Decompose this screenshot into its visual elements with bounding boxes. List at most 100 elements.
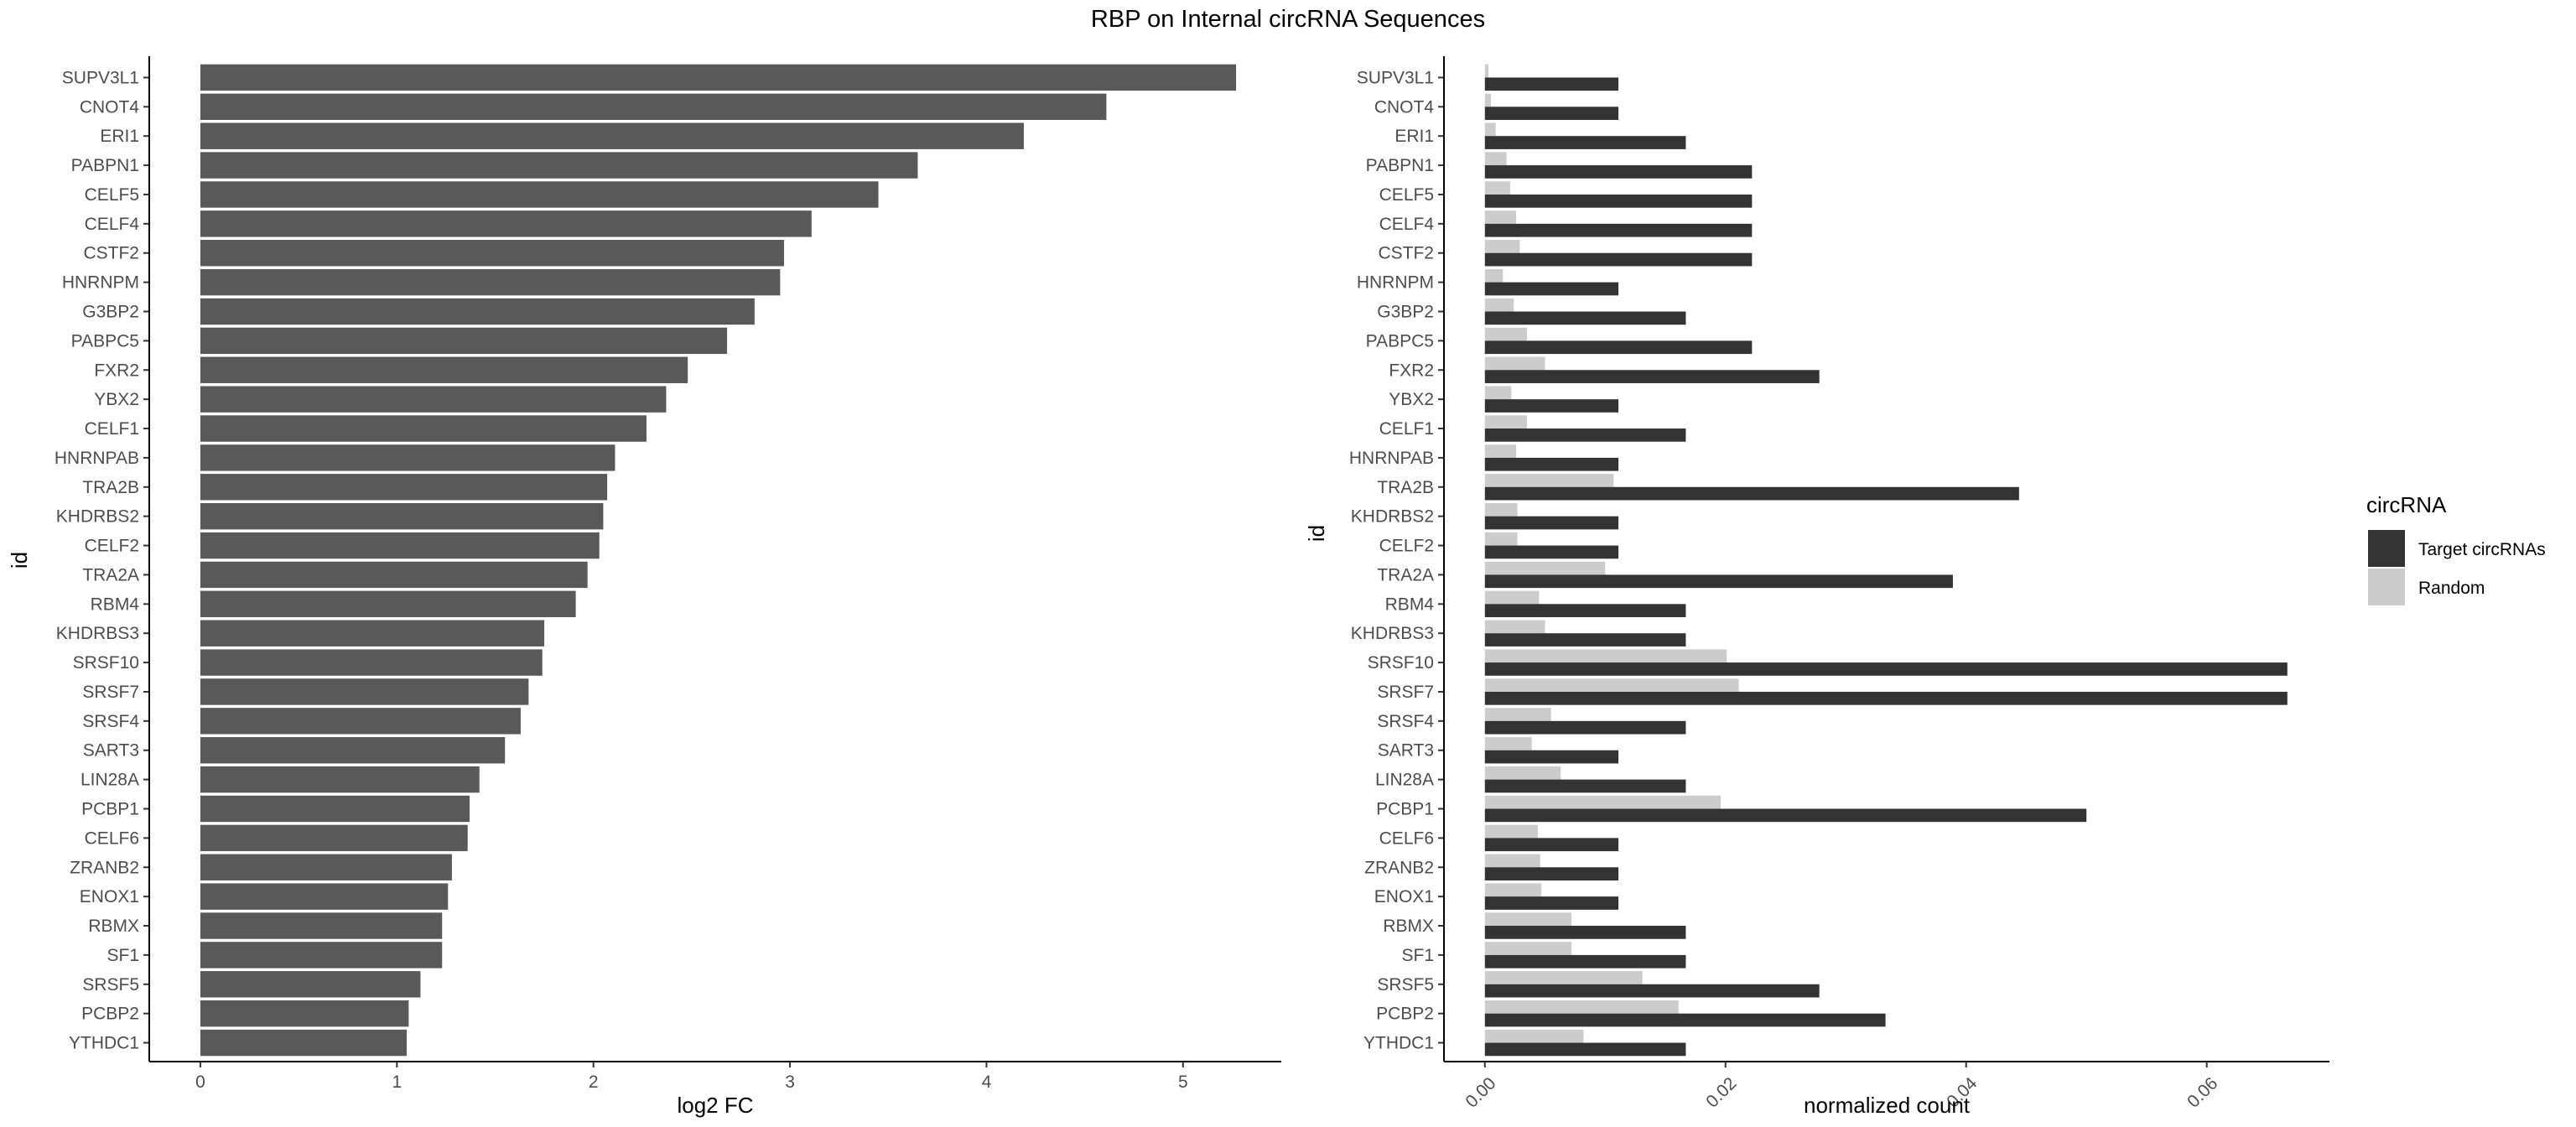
- bar: [200, 561, 588, 589]
- y-tick-label: SRSF4: [1377, 712, 1434, 731]
- y-tick-label: LIN28A: [1375, 771, 1434, 790]
- y-tick-label: PCBP1: [1376, 800, 1434, 819]
- y-tick-label: G3BP2: [1377, 303, 1434, 322]
- x-tick-label: 0.02: [1702, 1073, 1740, 1111]
- x-tick-label: 5: [1178, 1072, 1188, 1092]
- y-tick-label: CELF6: [1379, 828, 1434, 848]
- bar-random: [1484, 590, 1540, 605]
- x-tick-label: 3: [785, 1072, 795, 1092]
- y-tick-label: YBX2: [94, 390, 139, 409]
- y-tick-label: KHDRBS2: [1351, 507, 1434, 527]
- bar: [200, 708, 521, 735]
- y-tick-label: CNOT4: [80, 97, 139, 117]
- bar: [200, 444, 615, 471]
- y-tick-label: ENOX1: [80, 887, 139, 906]
- y-tick-label: TRA2B: [82, 478, 139, 497]
- y-tick-label: SRSF4: [82, 712, 139, 731]
- y-tick-label: G3BP2: [82, 303, 139, 322]
- bar-random: [1484, 502, 1518, 517]
- y-tick-label: PABPC5: [71, 331, 139, 351]
- bar: [200, 93, 1107, 121]
- bar-target: [1484, 428, 1686, 442]
- bar-target: [1484, 165, 1753, 179]
- bar-target: [1484, 545, 1619, 559]
- y-tick-label: SRSF5: [82, 975, 139, 995]
- y-tick-label: CSTF2: [1378, 244, 1434, 263]
- y-tick-label: CELF2: [1379, 537, 1434, 556]
- x-tick-label: 0: [195, 1072, 205, 1092]
- bar: [200, 854, 452, 880]
- bar-target: [1484, 750, 1619, 764]
- bar-random: [1484, 474, 1614, 487]
- bar-target: [1484, 136, 1686, 149]
- x-tick-label: 0.06: [2184, 1073, 2221, 1111]
- legend-label-target: Target circRNAs: [2418, 540, 2546, 559]
- bar: [200, 502, 604, 530]
- legend: circRNA Target circRNAs Random: [2366, 492, 2546, 605]
- bar-random: [1484, 942, 1572, 955]
- y-tick-label: SART3: [1378, 741, 1434, 761]
- y-tick-label: SUPV3L1: [1357, 68, 1434, 87]
- bar-target: [1484, 1013, 1886, 1027]
- y-tick-label: HNRNPM: [1357, 273, 1434, 293]
- bar: [200, 122, 1024, 149]
- bar-random: [1484, 356, 1545, 371]
- y-tick-label: ERI1: [1394, 127, 1434, 146]
- bar-random: [1484, 386, 1512, 400]
- bar-random: [1484, 883, 1542, 897]
- y-tick-label: SRSF10: [1368, 653, 1434, 673]
- legend-label-random: Random: [2418, 579, 2485, 598]
- bar-target: [1484, 984, 1820, 998]
- y-tick-label: YBX2: [1389, 390, 1434, 409]
- normalized-count-bar-panel: SUPV3L1 CNOT4 ERI1 PABPN1 CELF5 CELF4 CSTF2 HNR…: [1304, 56, 2329, 1118]
- y-tick-label: CELF4: [1379, 215, 1435, 234]
- y-tick-label: YTHDC1: [1363, 1034, 1434, 1053]
- y-tick-label: ERI1: [100, 127, 139, 146]
- bar-random: [1484, 649, 1727, 663]
- bar-target: [1484, 516, 1619, 530]
- bar: [200, 824, 468, 852]
- y-tick-label: SF1: [1401, 946, 1434, 965]
- x-tick-label: 2: [589, 1072, 599, 1092]
- y-tick-label: CSTF2: [83, 244, 139, 263]
- bar-target: [1484, 223, 1753, 237]
- bar-random: [1484, 152, 1507, 166]
- y-axis-title: id: [7, 552, 32, 569]
- bar-random: [1484, 93, 1491, 107]
- bar-target: [1484, 808, 2087, 823]
- bar-target: [1484, 1042, 1686, 1057]
- log2fc-bar-panel: SUPV3L1 CNOT4 ERI1 PABPN1 CELF5 CELF4 CSTF2 HNR…: [7, 56, 1281, 1118]
- bar: [200, 737, 506, 764]
- y-tick-label: CELF5: [1379, 185, 1434, 205]
- y-tick-label: CELF5: [85, 185, 139, 205]
- y-tick-label: CNOT4: [1374, 97, 1434, 117]
- bar-random: [1484, 708, 1551, 721]
- bar-random: [1484, 824, 1538, 839]
- bar-random: [1484, 1000, 1679, 1014]
- legend-title: circRNA: [2366, 492, 2447, 517]
- bar-random: [1484, 268, 1504, 283]
- x-tick-label: 4: [982, 1072, 992, 1092]
- bar: [200, 181, 879, 208]
- y-tick-label: HNRNPAB: [55, 449, 139, 468]
- bar: [200, 678, 529, 705]
- y-tick-label: PABPN1: [1366, 156, 1434, 175]
- y-tick-label: CELF1: [1379, 419, 1434, 439]
- bar: [200, 240, 785, 267]
- bar: [200, 64, 1237, 91]
- bar: [200, 327, 728, 355]
- y-tick-label: SUPV3L1: [62, 68, 139, 87]
- y-axis-title: id: [1304, 525, 1329, 542]
- y-tick-label: TRA2A: [82, 565, 139, 584]
- bar: [200, 386, 667, 413]
- y-tick-label: RBMX: [1383, 917, 1434, 936]
- bar: [200, 532, 600, 559]
- y-tick-label: YTHDC1: [69, 1034, 139, 1053]
- y-tick-label: ENOX1: [1374, 887, 1434, 906]
- bar-random: [1484, 561, 1606, 575]
- bar: [200, 268, 781, 296]
- y-tick-label: PCBP2: [81, 1005, 139, 1024]
- bar-target: [1484, 691, 2288, 705]
- bar-target: [1484, 954, 1686, 969]
